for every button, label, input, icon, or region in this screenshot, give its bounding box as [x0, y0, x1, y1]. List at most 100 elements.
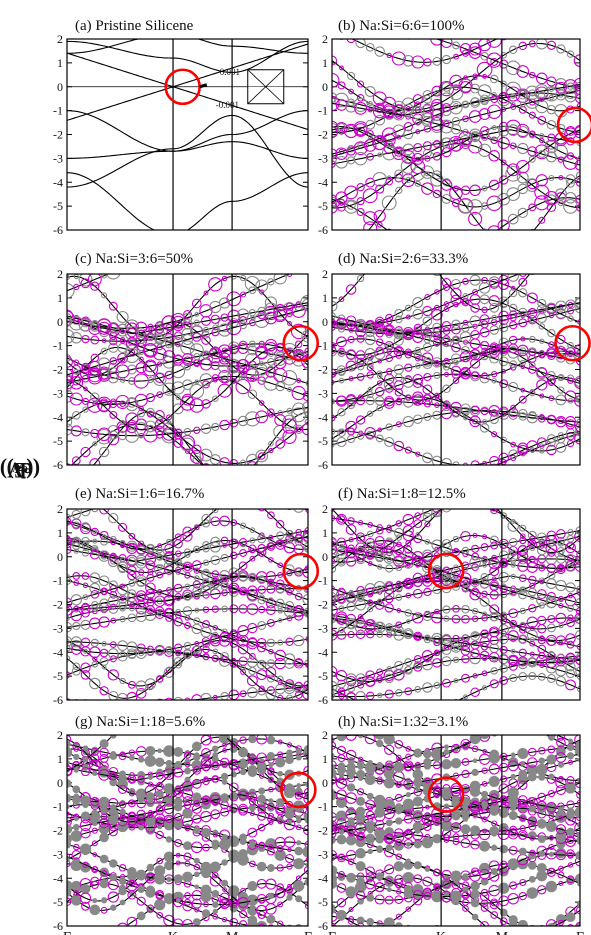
na-weight-point	[442, 327, 451, 335]
na-weight-point	[517, 656, 528, 667]
si-weight-point	[92, 538, 98, 544]
si-weight-point	[145, 792, 155, 802]
na-weight-point	[499, 752, 508, 761]
na-weight-point	[478, 108, 491, 121]
si-weight-point	[138, 756, 145, 763]
na-weight-point	[374, 316, 385, 327]
si-weight-point	[394, 922, 403, 926]
na-weight-point	[528, 203, 537, 212]
na-weight-point	[470, 687, 480, 698]
si-weight-point	[338, 605, 345, 612]
si-weight-point	[127, 377, 136, 385]
na-weight-point	[237, 643, 249, 655]
na-weight-point	[434, 392, 440, 398]
na-weight-point	[174, 839, 183, 847]
na-weight-point	[274, 836, 286, 849]
na-weight-point	[566, 307, 575, 315]
na-weight-point	[548, 341, 555, 348]
si-weight-point	[273, 274, 287, 285]
si-weight-point	[462, 694, 469, 700]
na-weight-point	[239, 588, 247, 596]
na-weight-point	[257, 805, 266, 814]
si-weight-point	[566, 752, 575, 760]
na-weight-point	[555, 785, 566, 796]
si-weight-point	[490, 725, 499, 734]
si-weight-point	[519, 607, 526, 615]
na-weight-point	[498, 92, 510, 104]
na-weight-point	[83, 386, 88, 392]
na-weight-point	[147, 781, 154, 787]
si-weight-point	[356, 362, 365, 371]
si-weight-point	[263, 375, 279, 391]
si-weight-point	[202, 541, 210, 549]
si-weight-point	[220, 793, 229, 803]
na-weight-point	[480, 642, 489, 651]
panel-g: (g) Na:Si=1:18=5.6%210-1-2-3-4-5-6	[53, 702, 317, 933]
si-weight-point	[554, 188, 568, 201]
si-weight-point	[200, 626, 212, 638]
na-weight-point	[182, 589, 193, 601]
na-weight-point	[285, 480, 295, 490]
na-weight-point	[129, 602, 135, 608]
si-weight-point	[546, 104, 557, 115]
na-weight-point	[365, 810, 375, 820]
si-weight-point	[422, 358, 433, 370]
na-weight-point	[395, 421, 402, 428]
na-weight-point	[364, 735, 376, 745]
y-tick-label: 2	[322, 32, 328, 46]
si-weight-point	[249, 537, 256, 544]
si-weight-point	[355, 534, 366, 545]
na-weight-point	[175, 566, 182, 573]
na-weight-point	[529, 797, 536, 804]
na-weight-point	[391, 51, 406, 66]
na-weight-point	[297, 475, 301, 479]
na-weight-point	[287, 321, 292, 326]
si-weight-point	[276, 531, 285, 540]
si-weight-point	[537, 150, 546, 158]
si-weight-point	[506, 187, 521, 201]
na-weight-point	[394, 895, 404, 904]
y-tick-label: -3	[318, 847, 328, 861]
si-weight-point	[366, 894, 375, 902]
na-weight-point	[335, 777, 348, 789]
na-weight-point	[286, 589, 293, 596]
si-weight-point	[184, 767, 191, 775]
na-weight-point	[434, 359, 440, 365]
na-weight-point	[431, 509, 442, 513]
si-weight-point	[70, 830, 83, 842]
si-weight-point	[383, 917, 395, 926]
si-weight-point	[182, 319, 193, 330]
na-weight-point	[267, 578, 275, 586]
na-weight-point	[90, 281, 100, 291]
na-weight-point	[337, 81, 346, 90]
si-weight-point	[469, 131, 481, 143]
si-weight-point	[268, 762, 274, 768]
na-weight-point	[305, 804, 308, 810]
si-weight-point	[367, 848, 373, 855]
si-weight-point	[107, 322, 120, 334]
na-weight-point	[396, 134, 402, 140]
si-weight-point	[250, 493, 255, 498]
si-weight-point	[548, 249, 556, 257]
na-weight-point	[183, 751, 192, 759]
na-weight-point	[182, 353, 193, 364]
si-weight-point	[135, 869, 147, 881]
panel-b: (b) Na:Si=6:6=100%210-1-2-3-4-5-6	[318, 18, 591, 237]
y-tick-label: -2	[318, 363, 328, 377]
na-weight-point	[99, 686, 109, 696]
si-weight-point	[557, 546, 565, 555]
na-weight-point	[395, 352, 403, 359]
si-weight-point	[357, 323, 365, 331]
na-weight-point	[511, 727, 515, 731]
na-weight-point	[404, 363, 413, 372]
si-weight-point	[507, 124, 520, 137]
si-weight-point	[166, 702, 172, 708]
si-weight-point	[203, 326, 209, 333]
na-weight-point	[499, 585, 508, 594]
si-weight-point	[146, 863, 155, 872]
band-line	[434, 39, 580, 90]
na-weight-point	[99, 648, 109, 658]
na-weight-point	[489, 604, 500, 615]
si-weight-point	[356, 432, 365, 440]
na-weight-point	[461, 769, 470, 779]
